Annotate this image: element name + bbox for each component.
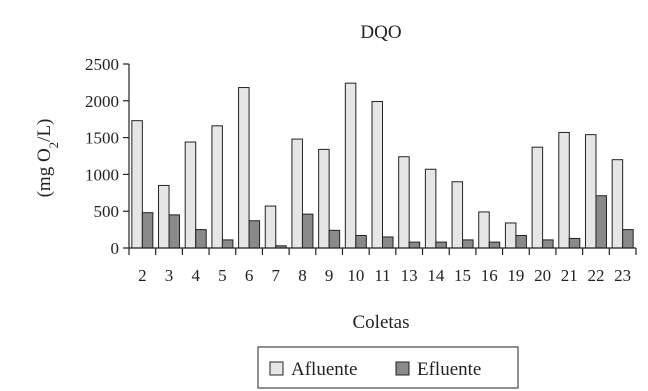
bar-afluente-3 — [158, 184, 170, 249]
bar-afluente-16 — [478, 211, 490, 249]
bar-efluente-16 — [488, 241, 501, 249]
bar-efluente-15 — [462, 239, 474, 249]
bar-afluente-5 — [211, 125, 223, 249]
legend-label-efluente: Efluente — [417, 359, 481, 380]
legend-box — [257, 346, 519, 389]
bar-efluente-22 — [595, 195, 607, 249]
x-tick-label-21: 21 — [561, 266, 578, 285]
y-tick-label-0: 0 — [111, 239, 120, 258]
y-axis-label-main: (mg O — [34, 148, 55, 197]
bar-efluente-9 — [328, 229, 341, 249]
x-tick-label-16: 16 — [481, 266, 498, 285]
x-tick-label-23: 23 — [614, 266, 631, 285]
y-tick-label-2500: 2500 — [85, 55, 119, 74]
bar-efluente-19 — [515, 234, 527, 249]
x-tick-label-4: 4 — [191, 266, 200, 285]
bar-afluente-19 — [504, 222, 517, 249]
y-tick-label-2000: 2000 — [85, 92, 119, 111]
x-tick-label-10: 10 — [347, 266, 364, 285]
bar-efluente-10 — [355, 234, 367, 249]
bar-efluente-23 — [622, 229, 634, 249]
bar-efluente-20 — [542, 239, 554, 249]
x-tick-label-6: 6 — [245, 266, 254, 285]
bar-efluente-2 — [141, 212, 154, 249]
x-tick-label-11: 11 — [374, 266, 390, 285]
x-tick-label-22: 22 — [587, 266, 604, 285]
legend-label-afluente: Afluente — [291, 359, 357, 380]
x-tick-label-20: 20 — [534, 266, 551, 285]
x-tick-label-19: 19 — [507, 266, 524, 285]
x-axis-label: Coletas — [353, 312, 410, 333]
y-axis-label-suffix: /L) — [34, 119, 55, 142]
x-tick-label-8: 8 — [298, 266, 307, 285]
bar-efluente-6 — [248, 220, 261, 249]
bar-efluente-14 — [435, 241, 447, 249]
bar-afluente-9 — [318, 148, 330, 249]
legend: Afluente Efluente — [257, 346, 519, 389]
bar-afluente-20 — [531, 146, 544, 249]
y-axis-label: (mg O2/L) — [34, 119, 61, 198]
legend-swatch-efluente — [395, 361, 410, 376]
bar-afluente-2 — [131, 120, 143, 249]
bar-afluente-4 — [184, 141, 197, 249]
bar-afluente-22 — [584, 134, 597, 249]
x-axis-ticks: 2 3 4 5 6 7 8 9 10 11 13 14 15 16 19 20 21 22 23 — [128, 248, 637, 285]
y-axis-ticks: 0 500 1000 1500 2000 2500 — [85, 55, 129, 258]
legend-swatch-afluente — [269, 361, 284, 376]
bar-efluente-4 — [195, 229, 207, 249]
x-tick-label-14: 14 — [427, 266, 445, 285]
chart-title: DQO — [360, 22, 401, 43]
bar-afluente-23 — [611, 159, 624, 249]
y-tick-label-1500: 1500 — [85, 129, 119, 148]
bar-afluente-21 — [558, 131, 570, 249]
bar-efluente-13 — [408, 241, 421, 249]
x-tick-label-13: 13 — [401, 266, 418, 285]
bar-afluente-15 — [451, 181, 464, 249]
y-tick-label-500: 500 — [94, 202, 120, 221]
y-axis-label-subscript: 2 — [46, 142, 61, 149]
x-tick-label-7: 7 — [272, 266, 281, 285]
x-tick-label-5: 5 — [218, 266, 227, 285]
bar-afluente-10 — [344, 82, 357, 249]
x-tick-label-2: 2 — [138, 266, 147, 285]
bar-efluente-11 — [382, 236, 394, 249]
bar-afluente-11 — [371, 101, 383, 249]
bar-efluente-8 — [301, 213, 314, 249]
bar-afluente-8 — [291, 138, 303, 249]
x-tick-label-15: 15 — [454, 266, 471, 285]
bar-afluente-13 — [398, 156, 410, 249]
bar-afluente-7 — [264, 205, 277, 249]
bar-afluente-14 — [424, 168, 437, 249]
y-tick-label-1000: 1000 — [85, 165, 119, 184]
bar-efluente-21 — [568, 237, 581, 249]
bar-efluente-3 — [168, 214, 181, 249]
bars — [131, 82, 634, 249]
bar-afluente-6 — [238, 87, 250, 249]
x-tick-label-9: 9 — [325, 266, 334, 285]
x-tick-label-3: 3 — [165, 266, 174, 285]
bar-efluente-5 — [221, 239, 234, 249]
